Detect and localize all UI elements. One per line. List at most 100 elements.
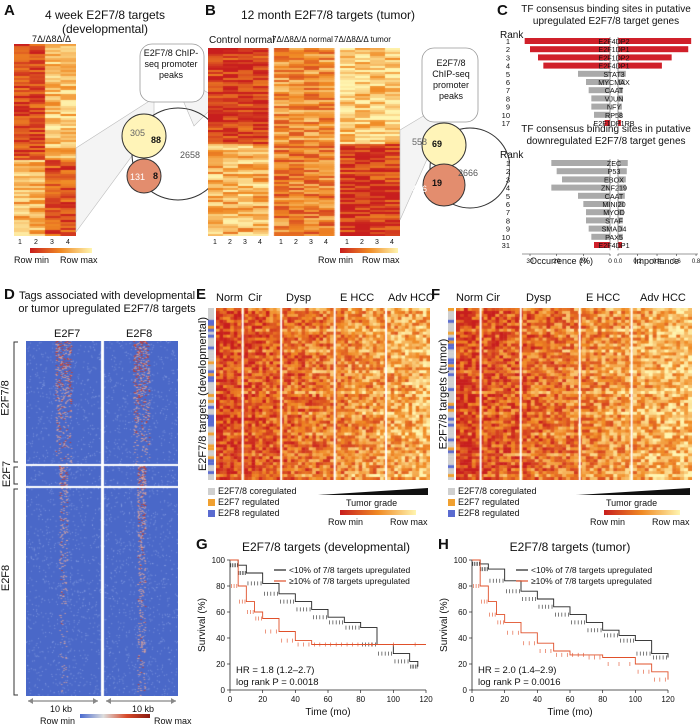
panel-b-callout: E2F7/8 ChIP-seq promoter peaks: [432, 58, 470, 101]
panel-c-occurrence-bar: [551, 184, 610, 191]
panel-b-tick: 3: [309, 239, 313, 246]
panel-f-ylabel: E2F7/8 targets (tumor): [437, 338, 450, 450]
panel-c-importance-bar: [618, 192, 625, 199]
panel-d-group-top: E2F7/8: [0, 380, 12, 416]
panel-c-importance-bar: [618, 54, 672, 61]
panel-b-venn-bottom-only: 486: [412, 184, 428, 194]
panel-d-legend-max: Row max: [154, 716, 192, 726]
panel-b-venn-top-only: 558: [412, 137, 428, 147]
panel-f-colorbar: [604, 510, 680, 515]
panel-c-rank: 6: [506, 78, 510, 87]
km-x-tick-label: 120: [419, 695, 433, 704]
panel-c-rank: 8: [506, 216, 510, 225]
group-label: E HCC: [340, 292, 375, 304]
group-label: Dysp: [526, 292, 552, 304]
panel-a-label: A: [4, 2, 15, 19]
km-x-tick-label: 40: [291, 695, 300, 704]
panel-c-tf-label: STAT3: [603, 70, 624, 79]
panel-g-label: G: [196, 536, 208, 553]
panel-f-label: F: [431, 286, 441, 303]
panel-c-rank: 2: [506, 167, 510, 176]
legend-entry: E2F8 regulated: [218, 508, 280, 518]
panel-c-rank: 8: [506, 94, 510, 103]
panel-e-grade: Tumor grade: [346, 498, 398, 508]
km-y-tick-label: 100: [212, 556, 226, 565]
panel-c-label: C: [497, 2, 508, 19]
panel-c-imp-tick: 0.4: [653, 259, 662, 265]
legend-swatch: [448, 488, 455, 495]
panel-c-occurrence-bar: [591, 95, 610, 102]
panel-b-venn-chip-only: 2666: [458, 168, 479, 178]
legend-entry: E2F7 regulated: [218, 497, 280, 507]
panel-c-tf-label: SMAD4: [602, 225, 627, 234]
km-x-tick-label: 0: [228, 695, 233, 704]
panel-c-importance-bar: [618, 242, 622, 248]
panel-c-tf-label: RP58: [605, 111, 623, 120]
panel-b-colorbar: [340, 248, 398, 253]
panel-a-legend-max: Row max: [60, 255, 98, 265]
panel-d-colorbar: [80, 714, 150, 718]
panel-h-km-plot: 0 20 40 60 80 100 120 0 20 40 60 80 100 <10% of 7/8 t…: [439, 556, 675, 718]
panel-c-importance-bar: [618, 201, 624, 207]
panel-f-legend-min: Row min: [590, 517, 626, 527]
km-x-tick-label: 60: [566, 695, 575, 704]
panel-c-rank: 9: [506, 103, 510, 112]
panel-c-tf-label: P53: [608, 167, 621, 176]
km-x-tick-label: 40: [533, 695, 542, 704]
panel-c-tf-label: EBOX: [604, 175, 624, 184]
panel-a-venn-bottom-only: 131: [130, 172, 146, 182]
panel-c-occurrence-bar: [583, 201, 610, 207]
panel-c-rank: 4: [506, 62, 510, 71]
panel-c-importance-bar: [618, 79, 625, 85]
panel-d-group-brackets: [13, 341, 18, 696]
km-x-tick-label: 80: [356, 695, 365, 704]
panel-c-importance-bar: [618, 225, 623, 232]
panel-c-importance-bar: [618, 111, 622, 118]
panel-d-tag-heatmap: [26, 341, 178, 696]
panel-b-venn-bottom-overlap: 19: [432, 178, 443, 188]
panel-e-colorbar: [340, 510, 416, 515]
panel-f-grade: Tumor grade: [606, 498, 658, 508]
panel-f-grade-wedge: [576, 488, 690, 495]
panel-g-km-plot: 0 20 40 60 80 100 120 0 20 40 60 80 100 <10% of 7/8 t…: [197, 556, 433, 718]
km-hr: HR = 2.0 (1.4–2.9): [478, 665, 556, 676]
group-label: Adv HCC: [640, 292, 686, 304]
panel-c-occ-tick: 10: [580, 258, 588, 265]
panel-a-tick-3: 3: [50, 239, 54, 246]
panel-c-occ-tick: 0: [608, 258, 612, 265]
group-label: E HCC: [586, 292, 621, 304]
panel-c-occurrence-bar: [588, 87, 610, 94]
panel-c-occurrence-bar: [578, 70, 610, 77]
panel-c-occurrence-bar: [604, 120, 610, 126]
panel-g-title: E2F7/8 targets (developmental): [241, 540, 411, 554]
panel-c-rank: 9: [506, 225, 510, 234]
km-x-tick-label: 120: [661, 695, 675, 704]
panel-a-genotype: 7Δ/Δ8Δ/Δ: [32, 34, 72, 44]
panel-b-tick: 2: [294, 239, 298, 246]
km-y-tick-label: 0: [463, 686, 468, 695]
panel-c-imp-tick: 0.8: [692, 259, 700, 265]
km-curve: [472, 559, 669, 658]
km-legend-low: <10% of 7/8 targets upregulated: [289, 565, 410, 575]
panel-b-legend-min: Row min: [318, 255, 354, 265]
km-y-tick-label: 80: [458, 582, 467, 591]
panel-a-legend-min: Row min: [14, 255, 50, 265]
legend-entry: E2F8 regulated: [458, 508, 520, 518]
km-x-tick-label: 80: [598, 695, 607, 704]
group-label: Norm: [456, 292, 483, 304]
panel-c-tf-label: ZNF219: [601, 184, 627, 193]
panel-c-occurrence-bar: [543, 62, 610, 69]
panel-c-importance-bar: [618, 95, 623, 102]
panel-c-rank: 10: [502, 233, 510, 242]
panel-c-importance-bar: [618, 176, 626, 183]
km-curve: [472, 559, 669, 680]
panel-c-occ-tick: 30: [526, 258, 534, 265]
panel-b-heatmap: [208, 48, 400, 236]
panel-b-tick: 1: [345, 239, 349, 246]
panel-c-tf-label: MYOD: [603, 208, 625, 217]
panel-b-group-3: 7Δ/Δ8Δ/Δ tumor: [334, 35, 391, 44]
panel-h-label: H: [438, 536, 449, 553]
panel-d-scale-bars: [28, 698, 176, 704]
group-label: Adv HCC: [388, 292, 434, 304]
km-x-tick-label: 100: [629, 695, 643, 704]
